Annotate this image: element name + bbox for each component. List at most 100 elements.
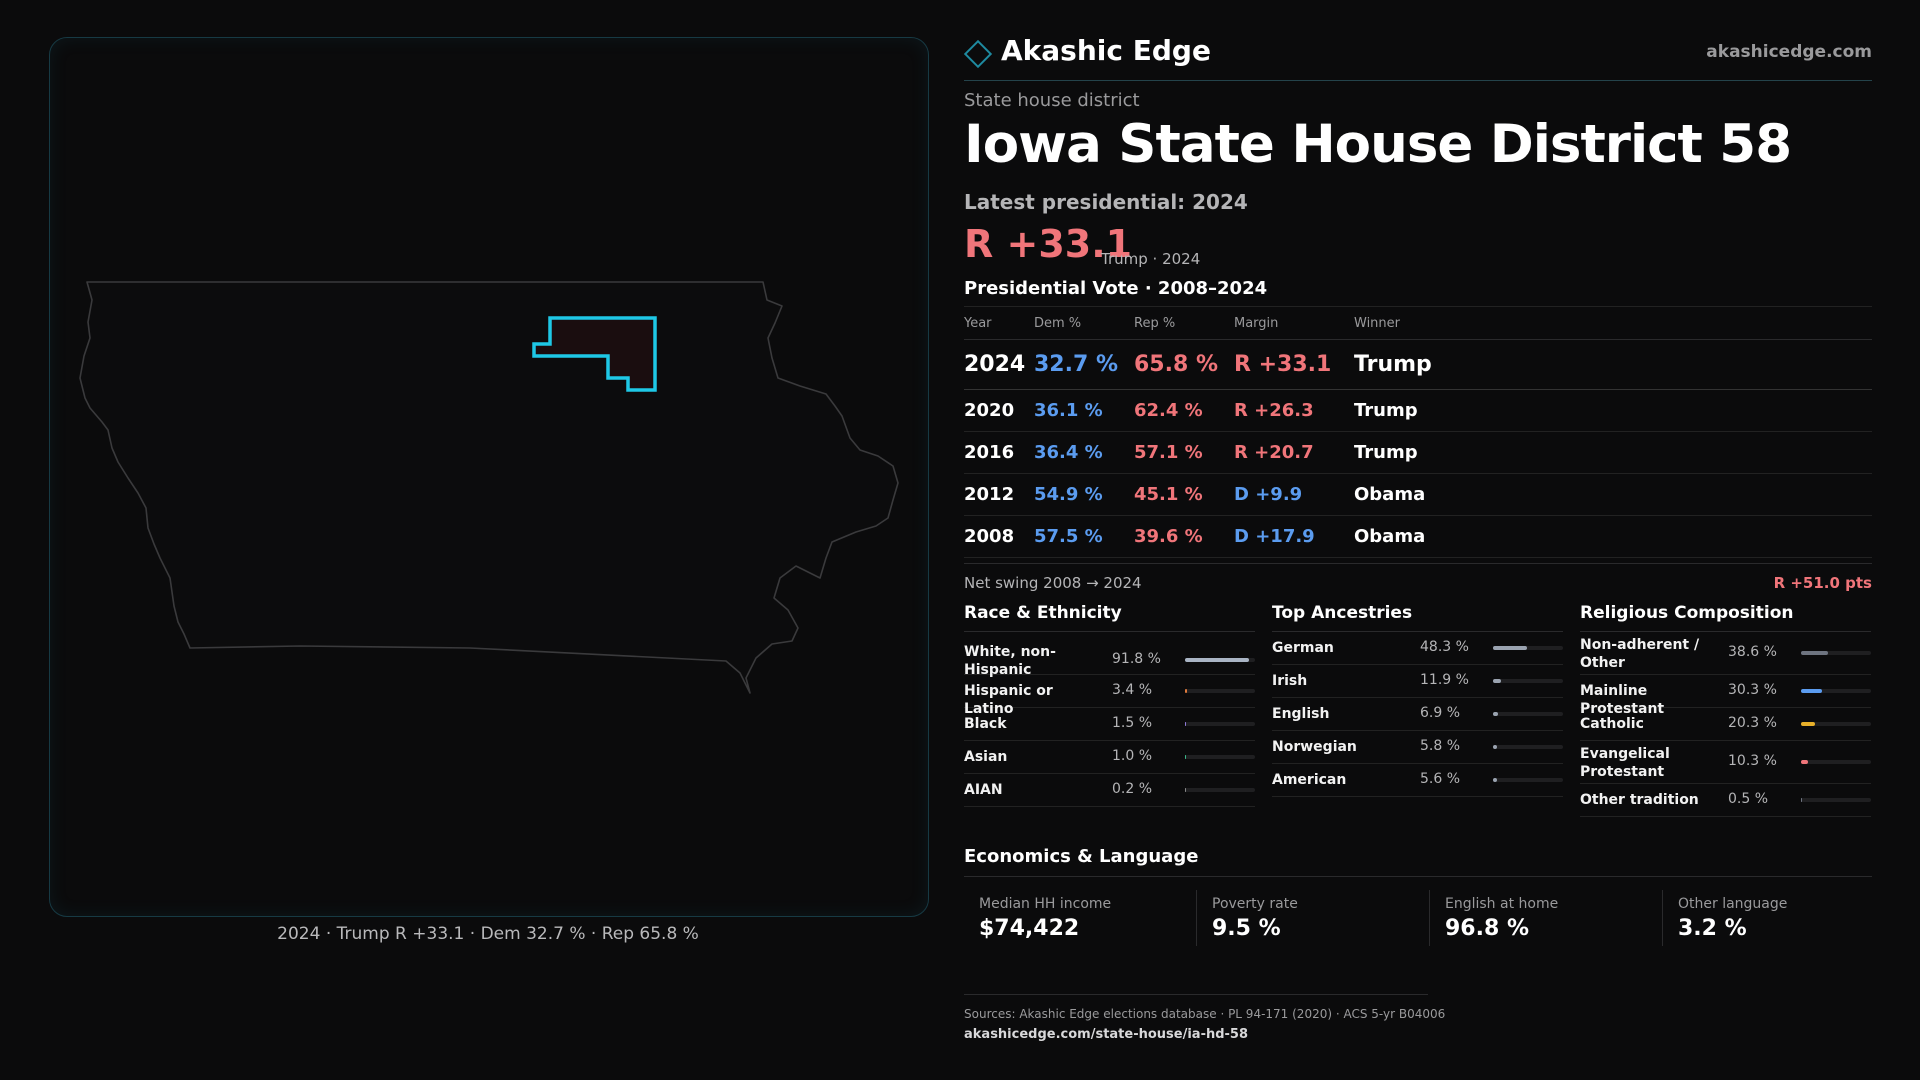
item-bar-fill xyxy=(1185,722,1186,726)
item-label: American xyxy=(1272,772,1347,788)
item-label: Other tradition xyxy=(1580,792,1699,808)
map-caption: 2024 · Trump R +33.1 · Dem 32.7 % · Rep … xyxy=(277,924,699,944)
stat-value: 96.8 % xyxy=(1445,916,1529,941)
item-percent: 0.5 % xyxy=(1728,791,1769,807)
headline-note: Trump · 2024 xyxy=(1101,250,1201,268)
presidential-vote-title: Presidential Vote · 2008–2024 xyxy=(964,278,1268,299)
district-58-highlight[interactable] xyxy=(532,316,657,392)
cell-margin: R +26.3 xyxy=(1234,389,1354,432)
iowa-map xyxy=(79,281,899,694)
item-bar-fill xyxy=(1801,722,1815,726)
header-year: Year xyxy=(964,306,1034,340)
latest-presidential-label: Latest presidential: 2024 xyxy=(964,190,1248,214)
section-title: Race & Ethnicity xyxy=(964,600,1255,632)
cell-year: 2008 xyxy=(964,515,1034,558)
stat-other-language: Other language 3.2 % xyxy=(1662,890,1873,946)
item-bar xyxy=(1493,646,1563,650)
cell-margin: R +33.1 xyxy=(1234,339,1354,390)
list-item: Black 1.5 % xyxy=(964,708,1255,741)
cell-dem: 54.9 % xyxy=(1034,473,1134,516)
stat-label: Poverty rate xyxy=(1212,896,1298,912)
religion-section: Religious Composition Non-adherent / Oth… xyxy=(1580,600,1871,817)
item-label: Catholic xyxy=(1580,716,1644,732)
item-bar-fill xyxy=(1493,679,1501,683)
item-bar xyxy=(1493,679,1563,683)
stat-label: English at home xyxy=(1445,896,1559,912)
item-bar xyxy=(1185,755,1255,759)
list-item: Catholic 20.3 % xyxy=(1580,708,1871,741)
cell-year: 2012 xyxy=(964,473,1034,516)
table-row: 2020 36.1 % 62.4 % R +26.3 Trump xyxy=(964,389,1872,432)
cell-margin: D +17.9 xyxy=(1234,515,1354,558)
item-label: Asian xyxy=(964,749,1008,765)
item-percent: 38.6 % xyxy=(1728,644,1777,660)
cell-rep: 57.1 % xyxy=(1134,431,1234,474)
district-map-panel xyxy=(49,37,929,917)
cell-year: 2016 xyxy=(964,431,1034,474)
item-bar-fill xyxy=(1185,788,1186,792)
list-item: American 5.6 % xyxy=(1272,764,1563,797)
item-percent: 48.3 % xyxy=(1420,639,1469,655)
stat-value: 9.5 % xyxy=(1212,916,1281,941)
item-bar xyxy=(1493,745,1563,749)
item-bar-fill xyxy=(1185,658,1249,662)
stat-median-income: Median HH income $74,422 xyxy=(964,890,1174,946)
item-label: English xyxy=(1272,706,1330,722)
item-percent: 0.2 % xyxy=(1112,781,1153,797)
item-percent: 30.3 % xyxy=(1728,682,1777,698)
section-title: Religious Composition xyxy=(1580,600,1871,632)
list-item: Mainline Protestant 30.3 % xyxy=(1580,675,1871,717)
item-bar-fill xyxy=(1185,755,1186,759)
item-bar xyxy=(1801,798,1871,802)
cell-dem: 32.7 % xyxy=(1034,339,1134,390)
item-percent: 5.6 % xyxy=(1420,771,1461,787)
iowa-state-outline xyxy=(79,281,899,694)
item-label: AIAN xyxy=(964,782,1003,798)
item-label: Evangelical Protestant xyxy=(1580,746,1670,780)
cell-winner: Trump xyxy=(1354,339,1872,390)
site-link[interactable]: akashicedge.com xyxy=(1706,42,1872,62)
cell-winner: Obama xyxy=(1354,515,1872,558)
page-title: Iowa State House District 58 xyxy=(964,114,1792,175)
item-bar-fill xyxy=(1493,778,1497,782)
net-swing-value: R +51.0 pts xyxy=(1773,574,1872,592)
item-bar xyxy=(1801,760,1871,764)
section-title: Top Ancestries xyxy=(1272,600,1563,632)
cell-rep: 62.4 % xyxy=(1134,389,1234,432)
item-bar xyxy=(1493,712,1563,716)
cell-dem: 36.4 % xyxy=(1034,431,1134,474)
item-percent: 1.5 % xyxy=(1112,715,1153,731)
item-bar xyxy=(1185,788,1255,792)
header-rep: Rep % xyxy=(1134,306,1234,340)
cell-dem: 57.5 % xyxy=(1034,515,1134,558)
stat-value: $74,422 xyxy=(979,916,1080,941)
item-bar-fill xyxy=(1185,689,1187,693)
diamond-logo-icon xyxy=(963,39,993,69)
race-ethnicity-section: Race & Ethnicity White, non-Hispanic 91.… xyxy=(964,600,1255,807)
footer: Sources: Akashic Edge elections database… xyxy=(964,994,1445,1042)
item-bar-fill xyxy=(1493,712,1498,716)
cell-margin: R +20.7 xyxy=(1234,431,1354,474)
header: Akashic Edge akashicedge.com xyxy=(963,30,1872,81)
item-percent: 3.4 % xyxy=(1112,682,1153,698)
list-item: AIAN 0.2 % xyxy=(964,774,1255,807)
net-swing-label: Net swing 2008 → 2024 xyxy=(964,574,1142,592)
brand-name[interactable]: Akashic Edge xyxy=(1001,34,1211,67)
headline-margin: R +33.1 xyxy=(964,222,1133,266)
item-percent: 6.9 % xyxy=(1420,705,1461,721)
cell-rep: 45.1 % xyxy=(1134,473,1234,516)
cell-year: 2024 xyxy=(964,339,1034,390)
list-item: Other tradition 0.5 % xyxy=(1580,784,1871,817)
stat-label: Other language xyxy=(1678,896,1788,912)
net-swing-row: Net swing 2008 → 2024 R +51.0 pts xyxy=(964,563,1872,596)
item-bar xyxy=(1185,722,1255,726)
cell-rep: 65.8 % xyxy=(1134,339,1234,390)
list-item: German 48.3 % xyxy=(1272,632,1563,665)
cell-dem: 36.1 % xyxy=(1034,389,1134,432)
item-bar xyxy=(1801,651,1871,655)
page-url-link[interactable]: akashicedge.com/state-house/ia-hd-58 xyxy=(964,1027,1249,1042)
item-bar-fill xyxy=(1801,760,1808,764)
presidential-vote-table: Year Dem % Rep % Margin Winner 2024 32.7… xyxy=(964,306,1872,558)
item-label: Norwegian xyxy=(1272,739,1357,755)
table-row: 2012 54.9 % 45.1 % D +9.9 Obama xyxy=(964,473,1872,516)
